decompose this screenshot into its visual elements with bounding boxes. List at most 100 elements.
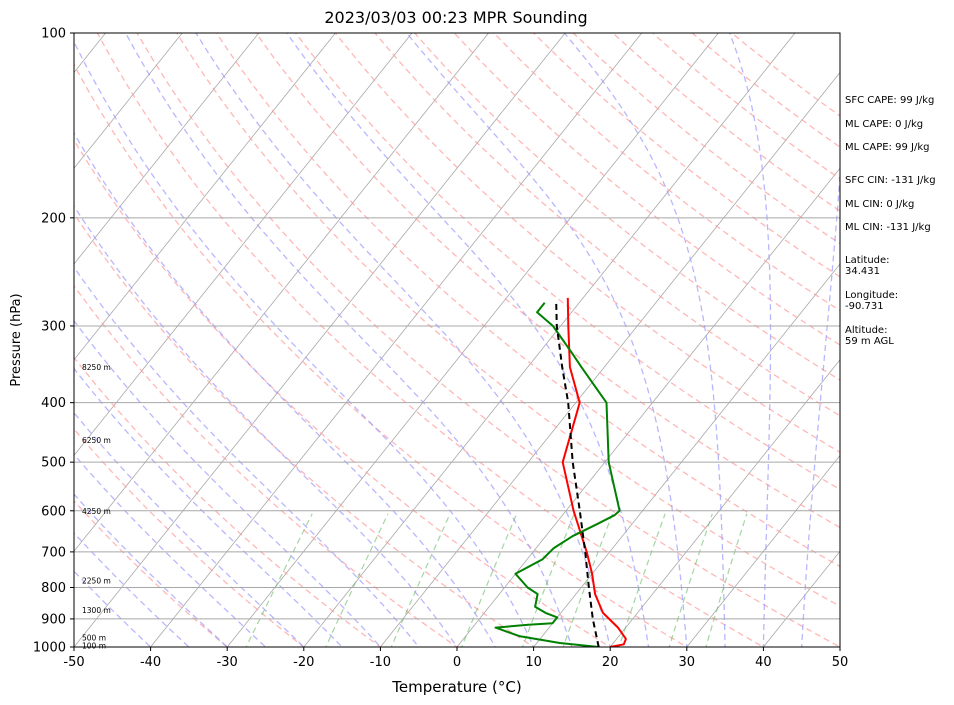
dry-adiabat-line: [611, 33, 840, 212]
dry-adiabat-line: [334, 33, 840, 454]
dry-adiabat-line: [74, 428, 305, 647]
moist-adiabat-line: [74, 532, 190, 647]
y-tick-label: 600: [41, 504, 66, 519]
moist-adiabat-line: [74, 131, 497, 647]
height-label: 100 m: [82, 642, 106, 651]
dry-adiabat-line: [255, 33, 840, 529]
x-tick-label: 50: [832, 655, 849, 670]
dry-adiabat-line: [74, 212, 535, 647]
dry-adiabat-line: [413, 33, 840, 381]
height-label: 2250 m: [82, 577, 111, 586]
longitude-text: Longitude: -90.731: [845, 290, 899, 312]
height-label: 6250 m: [82, 436, 111, 445]
isotherm-line: [74, 33, 183, 169]
y-tick-label: 300: [41, 319, 66, 334]
y-tick-label: 400: [41, 396, 66, 411]
chart-title: 2023/03/03 00:23 MPR Sounding: [324, 8, 587, 27]
x-axis-label: Temperature (°C): [391, 678, 521, 696]
isotherm-line: [226, 33, 719, 647]
dry-adiabat-line: [96, 33, 765, 647]
dry-adiabat-line: [691, 33, 840, 148]
isotherm-line: [686, 454, 840, 647]
profile-line: [555, 302, 600, 647]
altitude-text: Altitude: 59 m AGL: [845, 325, 894, 347]
sfc-cape-text: SFC CAPE: 99 J/kg: [845, 95, 935, 106]
moist-adiabat-line: [74, 367, 344, 647]
ml-cape-text: ML CAPE: 0 J/kg: [845, 119, 924, 130]
dry-adiabat-line: [136, 33, 840, 647]
x-tick-label: -30: [217, 655, 238, 670]
moist-adiabat-line: [406, 33, 688, 647]
moist-adiabat-line: [74, 493, 229, 647]
mixing-ratio-line: [390, 513, 451, 647]
sounding-profiles: [494, 297, 627, 647]
dry-adiabat-line: [374, 33, 840, 417]
moist-adiabat-line: [74, 266, 420, 647]
dry-adiabat-line: [74, 63, 689, 647]
isotherm-line: [533, 263, 840, 647]
ml-cin-text-2: ML CIN: -131 J/kg: [845, 222, 931, 233]
x-tick-label: -10: [370, 655, 391, 670]
dry-adiabat-line: [453, 33, 840, 346]
height-label: 8250 m: [82, 363, 111, 372]
y-tick-label: 700: [41, 545, 66, 560]
isotherm-line: [609, 359, 840, 647]
profile-line: [561, 297, 627, 647]
isotherm-line: [74, 33, 566, 647]
isotherm-line: [456, 167, 840, 647]
x-tick-label: -20: [293, 655, 314, 670]
x-tick-label: 10: [525, 655, 542, 670]
x-tick-label: -40: [140, 655, 161, 670]
y-tick-label: 500: [41, 456, 66, 471]
moist-adiabat-line: [125, 33, 573, 647]
isotherm-line: [150, 33, 643, 647]
moist-adiabat-line: [563, 33, 726, 647]
mixing-ratio-line: [668, 513, 713, 647]
x-tick-label: 20: [602, 655, 619, 670]
y-tick-label: 100: [41, 27, 66, 42]
isotherm-line: [74, 33, 489, 552]
dry-adiabat-line: [74, 138, 612, 647]
moist-adiabat-line: [74, 411, 305, 647]
plot-frame: [73, 32, 841, 648]
isotherm-line: [303, 33, 796, 647]
moist-adiabat-line: [74, 570, 152, 647]
dry-adiabat-line: [572, 33, 840, 245]
x-axis-ticks: -50 -40 -30 -20 -10 0 10 20 30 40 50: [63, 647, 848, 670]
isotherm-line: [380, 71, 840, 647]
x-tick-label: 0: [453, 655, 461, 670]
y-tick-label: 1000: [33, 641, 66, 656]
mixing-ratio-line: [245, 513, 313, 647]
background-lines: [74, 33, 840, 647]
x-tick-label: -50: [63, 655, 84, 670]
y-tick-label: 900: [41, 612, 66, 627]
isotherm-line: [74, 33, 260, 265]
mixing-ratio-line: [705, 513, 748, 647]
isotherm-line: [74, 33, 336, 361]
sfc-cin-text: SFC CIN: -131 J/kg: [845, 175, 936, 186]
dry-adiabat-line: [74, 356, 382, 647]
dry-adiabat-line: [651, 33, 840, 180]
dry-adiabat-line: [215, 33, 840, 568]
moist-adiabat-line: [286, 33, 650, 647]
moist-adiabat-line: [195, 33, 611, 647]
profile-line: [494, 302, 621, 647]
dry-adiabat-line: [532, 33, 840, 278]
pressure-gridlines: [74, 32, 840, 648]
isotherm-line: [74, 33, 413, 457]
height-label: 4250 m: [82, 507, 111, 516]
height-label: 1300 m: [82, 606, 111, 615]
y-tick-label: 200: [41, 211, 66, 226]
latitude-text: Latitude: 34.431: [845, 255, 890, 277]
dry-adiabat-line: [493, 33, 840, 312]
ml-cape-text-2: ML CAPE: 99 J/kg: [845, 142, 930, 153]
dry-adiabat-line: [294, 33, 840, 491]
ml-cin-text: ML CIN: 0 J/kg: [845, 199, 915, 210]
y-axis-ticks: 1000 900 800 700 600 500 400 300 200 100: [33, 27, 74, 656]
dry-adiabat-line: [74, 500, 229, 647]
height-label: 500 m: [82, 633, 106, 642]
x-tick-label: 40: [755, 655, 772, 670]
x-tick-label: 30: [679, 655, 696, 670]
